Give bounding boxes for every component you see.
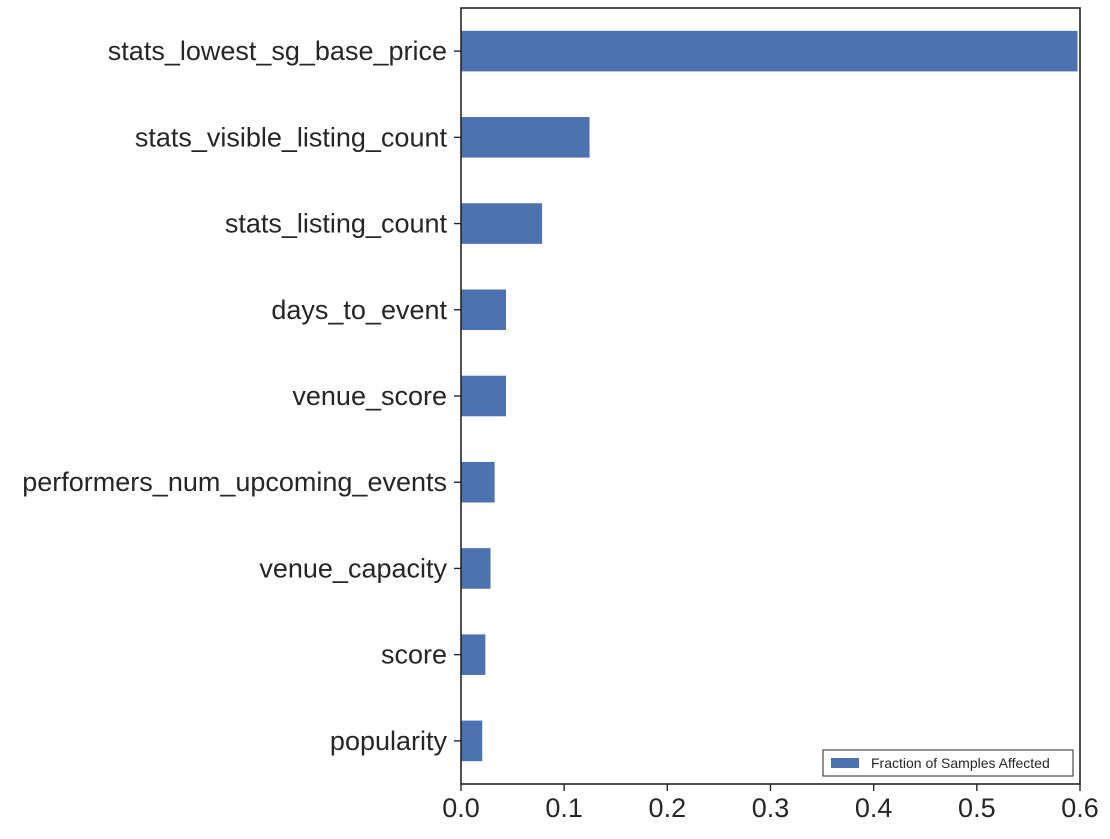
x-tick-label: 0.6 [1061,793,1099,823]
y-tick-label: days_to_event [271,295,447,325]
x-tick-label: 0.0 [442,793,480,823]
y-axis-ticks: stats_lowest_sg_base_price stats_visible_… [22,36,461,756]
legend-label: Fraction of Samples Affected [871,755,1050,771]
bar-venue_score [460,374,507,418]
x-tick-label: 0.4 [855,793,893,823]
x-axis-ticks: 0.0 0.1 0.2 0.3 0.4 0.5 0.6 [442,784,1099,823]
plot-frame [460,7,1081,785]
bar-score [460,633,487,676]
y-tick-label: stats_visible_listing_count [135,122,448,152]
bar-stats_listing_count [460,202,543,245]
y-tick-label: popularity [330,726,448,756]
x-tick-label: 0.5 [958,793,996,823]
bar-stats_lowest_sg_base_price [460,30,1079,73]
bar-performers_num_upcoming_events [460,461,496,504]
y-tick-label: stats_lowest_sg_base_price [108,36,447,66]
y-tick-label: performers_num_upcoming_events [22,467,447,497]
legend-box [822,749,1074,777]
bar-stats_visible_listing_count [460,116,591,159]
bars-group [460,30,1079,762]
legend-swatch [831,758,859,768]
y-tick-label: stats_listing_count [225,209,448,239]
y-tick-label: score [381,640,447,670]
x-tick-label: 0.3 [752,793,790,823]
x-tick-label: 0.1 [545,793,583,823]
y-tick-label: venue_capacity [259,553,447,583]
legend: Fraction of Samples Affected [822,749,1074,777]
bar-days_to_event [460,288,507,331]
bar-popularity [460,719,484,762]
x-tick-label: 0.2 [649,793,687,823]
bar-venue_capacity [460,547,492,590]
y-tick-label: venue_score [292,381,447,411]
